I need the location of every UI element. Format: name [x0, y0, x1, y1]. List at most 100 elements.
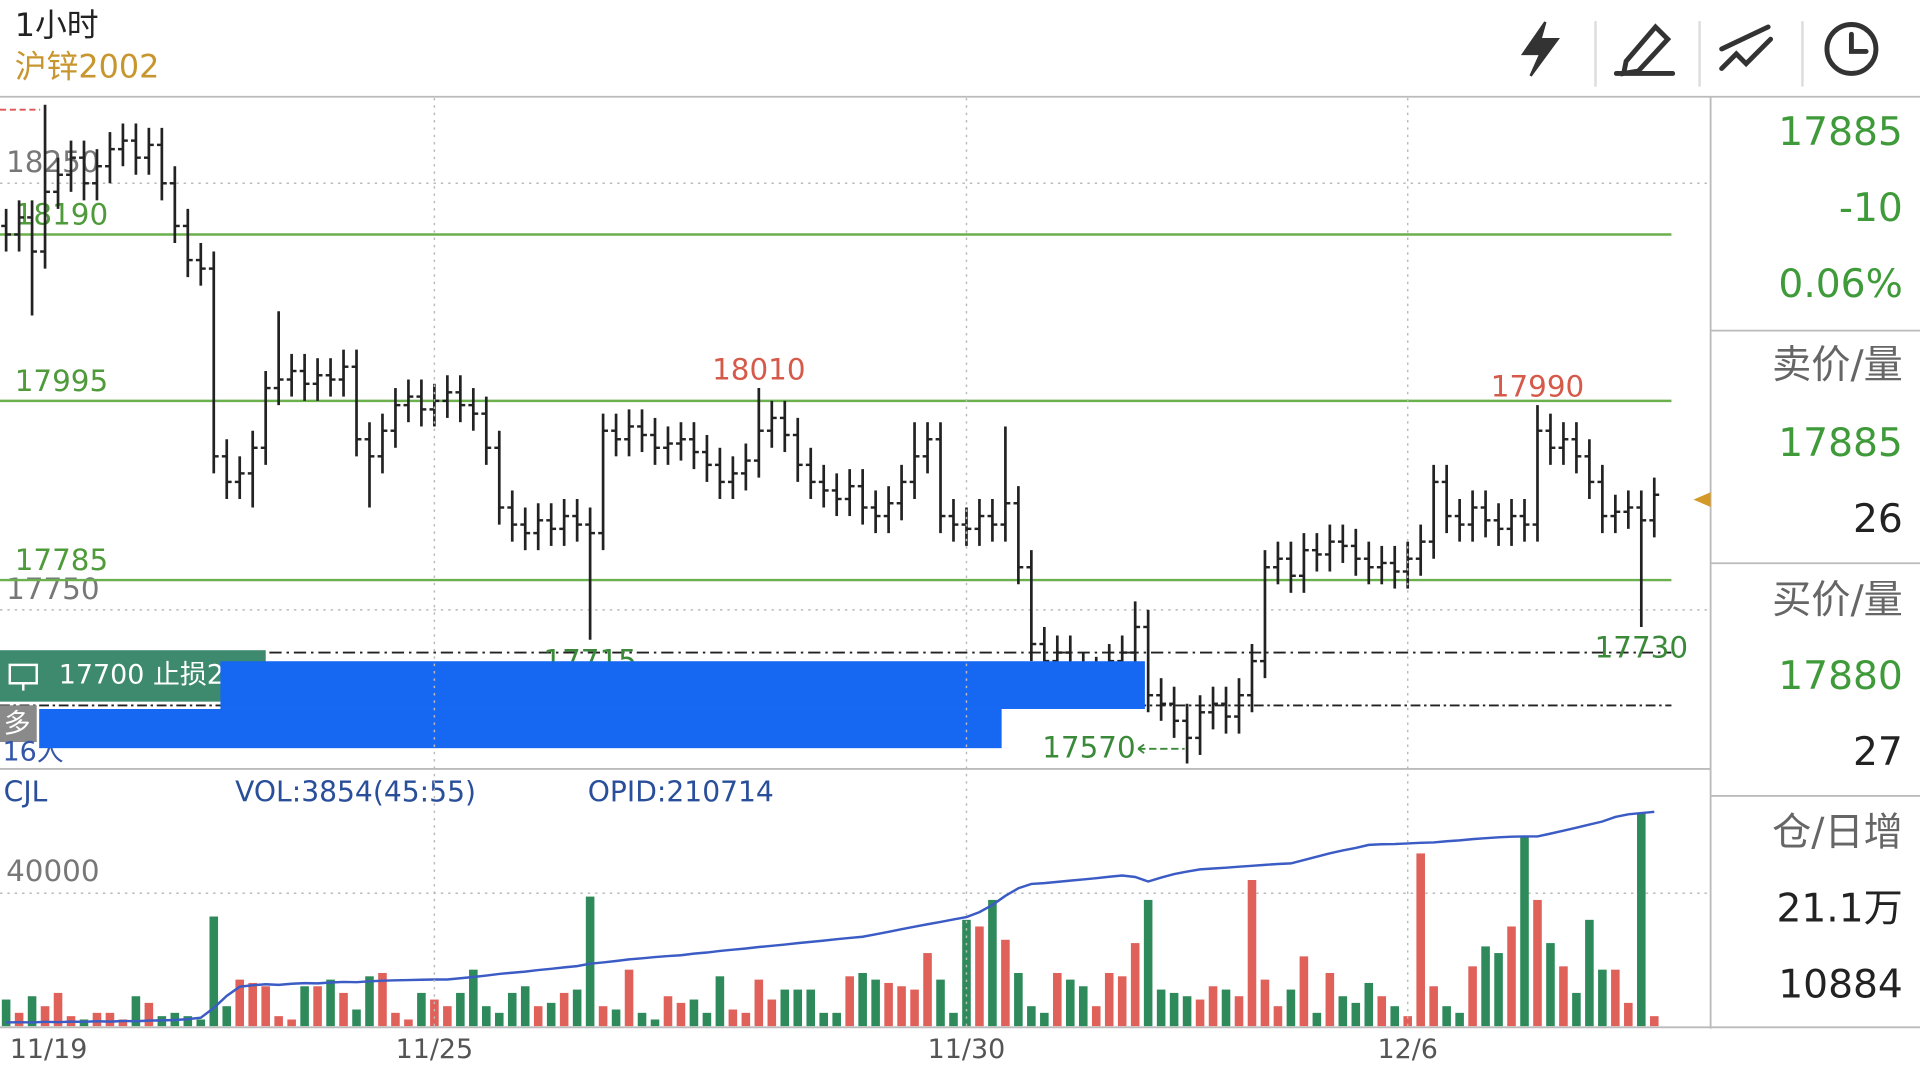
volume-bar	[1351, 1002, 1361, 1027]
toolbar	[1520, 20, 1879, 87]
volume-bar	[417, 992, 426, 1027]
bid-price: 17880	[1778, 654, 1903, 699]
oi-change: 10884	[1778, 962, 1903, 1007]
volume-bar	[1, 999, 11, 1027]
open-interest: 21.1万	[1776, 887, 1902, 932]
volume-bar	[507, 992, 517, 1027]
x-tick-label: 12/6	[1377, 1034, 1437, 1065]
low-arrow	[1137, 741, 1185, 756]
volume-bar	[598, 1006, 608, 1027]
volume-bar	[287, 1019, 296, 1027]
line-icon[interactable]	[1719, 24, 1774, 72]
quote-panel: 17885 -10 0.06% 卖价/量 17885 26 买价/量 17880…	[1772, 110, 1903, 1007]
draw-icon[interactable]	[1613, 23, 1676, 77]
flash-icon[interactable]	[1520, 21, 1560, 77]
indicator-label: VOL:3854(45:55)	[235, 775, 476, 808]
volume-bar	[1611, 969, 1620, 1027]
volume-bar	[300, 986, 309, 1027]
volume-bar	[845, 976, 854, 1027]
volume-bar	[144, 1002, 154, 1027]
volume-bar	[1234, 996, 1244, 1027]
volume-bar	[1286, 989, 1296, 1027]
volume-bar	[1390, 1006, 1400, 1027]
volume-bar	[352, 1009, 361, 1027]
volume-bar	[27, 996, 37, 1027]
volume-bar	[261, 986, 270, 1027]
volume-bar	[443, 1006, 452, 1027]
volume-bar	[637, 1012, 647, 1027]
clock-icon[interactable]	[1824, 22, 1879, 76]
bid-title: 买价/量	[1772, 578, 1903, 623]
oi-title: 仓/日增	[1772, 811, 1903, 856]
open-interest-line	[6, 810, 1655, 1024]
volume-bar	[1195, 999, 1205, 1027]
volume-bar	[1494, 953, 1503, 1027]
volume-bar	[1156, 989, 1166, 1027]
volume-bar	[1377, 996, 1387, 1027]
period[interactable]: 1小时	[15, 6, 99, 44]
volume-bar	[819, 1012, 829, 1027]
volume-bar	[1585, 919, 1594, 1027]
volume-bar	[806, 989, 816, 1027]
volume-bar	[14, 1012, 24, 1027]
volume-bar	[235, 979, 245, 1027]
volume-bar	[780, 989, 790, 1027]
volume-bar	[1637, 813, 1646, 1027]
volume-bar	[1273, 1006, 1283, 1027]
volume-bar	[1078, 986, 1088, 1027]
volume-bar	[1299, 956, 1309, 1027]
price-marker	[1693, 492, 1711, 507]
volume-bar	[196, 1019, 206, 1027]
volume-bar	[767, 999, 777, 1027]
high-label: 18010	[712, 352, 805, 386]
volume-bar	[482, 1006, 491, 1027]
level-label: 18190	[15, 198, 108, 232]
volume-bar	[1546, 943, 1555, 1027]
symbol[interactable]: 沪锌2002	[15, 48, 160, 86]
volume-bar	[1481, 946, 1490, 1027]
volume-bar	[910, 989, 919, 1027]
volume-bar	[1520, 836, 1529, 1027]
volume-bar	[1325, 972, 1335, 1027]
y-tick-label: 18250	[6, 145, 99, 179]
volume-bar	[430, 999, 439, 1027]
ask-volume: 26	[1853, 497, 1903, 542]
last-price: 17885	[1778, 110, 1903, 155]
x-tick-label: 11/19	[10, 1034, 88, 1065]
volume-bar	[1598, 969, 1607, 1027]
volume-bar	[884, 982, 893, 1027]
volume-bar	[832, 1012, 841, 1027]
volume-bar	[365, 976, 374, 1027]
volume-bar	[1338, 996, 1348, 1027]
low-label: 17730	[1595, 631, 1688, 665]
volume-bar	[248, 982, 257, 1027]
redaction	[39, 708, 1002, 749]
volume-panel: CJL VOL:3854(45:55) OPID:210714 40000	[0, 775, 1711, 1027]
volume-bar	[1104, 972, 1114, 1027]
volume-bar	[1572, 992, 1581, 1027]
volume-bar	[1442, 1006, 1451, 1027]
volume-bar	[715, 976, 725, 1027]
x-tick-label: 11/30	[928, 1034, 1006, 1065]
level-label: 17785	[15, 543, 108, 577]
x-tick-label: 11/25	[396, 1034, 474, 1065]
volume-bar	[1001, 939, 1010, 1027]
volume-bar	[533, 1006, 543, 1027]
volume-bar	[1014, 972, 1023, 1027]
volume-bar	[1468, 966, 1477, 1027]
position-tag	[0, 705, 37, 743]
volume-bar	[520, 986, 530, 1027]
volume-bar	[936, 979, 945, 1027]
volume-bar	[1053, 972, 1062, 1027]
volume-bar	[572, 989, 582, 1027]
change-pct: 0.06%	[1778, 262, 1902, 307]
volume-bar	[1559, 966, 1568, 1027]
volume-bar	[274, 1016, 283, 1027]
ask-title: 卖价/量	[1772, 343, 1903, 388]
volume-bar	[1143, 899, 1153, 1027]
volume-bar	[793, 989, 803, 1027]
volume-bar	[1455, 1012, 1464, 1027]
volume-bar	[1650, 1016, 1659, 1027]
y-tick-label: 40000	[6, 854, 99, 888]
